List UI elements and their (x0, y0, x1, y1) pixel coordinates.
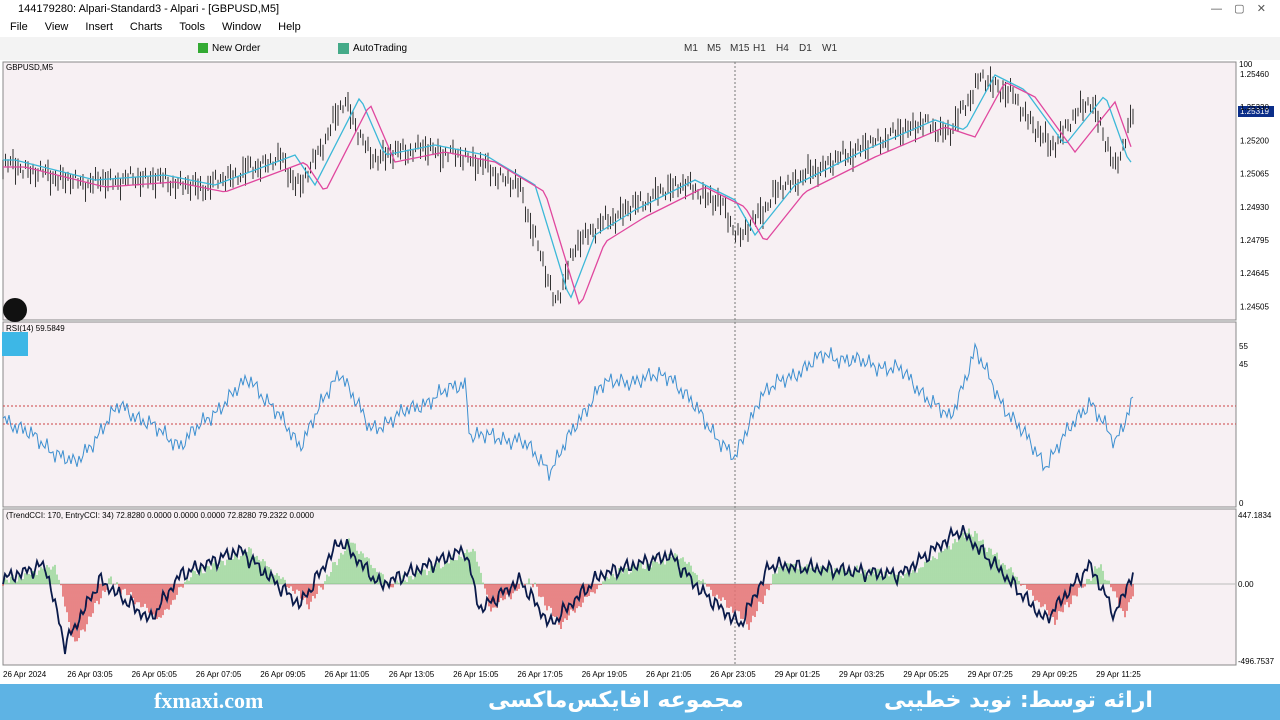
timeframe-button[interactable]: M5 (707, 43, 721, 54)
cci-line (2, 525, 1134, 655)
time-label: 29 Apr 07:25 (968, 670, 1014, 679)
price-label: 1.25200 (1240, 136, 1269, 145)
footer-brand: مجموعه افایکس‌ماکسی (488, 688, 744, 713)
toolbar: New Order AutoTrading M1 M5 M15 H1 H4 D1 W1 (0, 37, 1280, 61)
footer-presenter: ارائه توسط: نوید خطیبی (884, 688, 1153, 713)
timeframe-button[interactable]: H1 (753, 43, 766, 54)
footer-site: fxmaxi.com (154, 688, 264, 713)
symbol-label: GBPUSD,M5 (6, 63, 54, 72)
time-label: 29 Apr 01:25 (775, 670, 821, 679)
price-label: 1.25330 (1240, 103, 1269, 112)
rsi-label: RSI(14) 59.5849 (6, 324, 65, 333)
price-pane (2, 61, 1237, 321)
time-label: 26 Apr 09:05 (260, 670, 306, 679)
cci-label: (TrendCCI: 170, EntryCCI: 34) 72.8280 0.… (6, 511, 314, 520)
timeframe-button[interactable]: H4 (776, 43, 789, 54)
timeframe-button[interactable]: M15 (730, 43, 750, 54)
window-controls[interactable]: — ▢ ✕ (1210, 3, 1266, 15)
menu-item[interactable]: View (44, 21, 69, 33)
timeframe-button[interactable]: M1 (684, 43, 698, 54)
time-label: 26 Apr 03:05 (67, 670, 113, 679)
time-label: 26 Apr 11:05 (325, 670, 370, 679)
menu-item[interactable]: Charts (129, 21, 163, 33)
menu-item[interactable]: Window (222, 21, 262, 33)
time-label: 26 Apr 15:05 (453, 670, 499, 679)
time-label: 26 Apr 21:05 (646, 670, 692, 679)
time-label: 26 Apr 2024 (3, 670, 47, 679)
new-order-button[interactable]: New Order (198, 37, 261, 60)
window-title: 144179280: Alpari-Standard3 - Alpari - [… (18, 3, 280, 15)
overlay-icon (3, 298, 27, 322)
cci-axis-label: -496.7537 (1238, 657, 1275, 666)
timeframe-button[interactable]: W1 (822, 43, 837, 54)
time-label: 26 Apr 13:05 (389, 670, 435, 679)
price-label: 1.24645 (1240, 269, 1269, 278)
timeframe-button[interactable]: D1 (799, 43, 812, 54)
rsi-axis-label: 0 (1239, 499, 1244, 508)
time-label: 29 Apr 03:25 (839, 670, 885, 679)
ma-slow (3, 82, 1132, 306)
time-label: 26 Apr 05:05 (132, 670, 178, 679)
rsi-line (2, 342, 1134, 481)
menu-item[interactable]: Insert (85, 21, 113, 33)
rsi-axis-label: 100 (1239, 60, 1253, 69)
current-price: 1.25319 (1240, 107, 1269, 116)
cci-axis-label: 447.1834 (1238, 511, 1272, 520)
autotrading-button[interactable]: AutoTrading (338, 37, 408, 60)
rsi-pane (2, 321, 1237, 508)
price-label: 1.24505 (1240, 302, 1269, 311)
chart-window: GBPUSD,M5 RSI(14) 59.5849 (TrendCCI: 170… (0, 60, 1280, 684)
menu-bar: File View Insert Charts Tools Window Help (0, 18, 1280, 37)
current-price-box (1238, 106, 1274, 117)
time-label: 29 Apr 09:25 (1032, 670, 1078, 679)
time-label: 29 Apr 05:25 (903, 670, 949, 679)
rsi-axis-label: 45 (1239, 360, 1248, 369)
overlay-icon (2, 332, 28, 356)
time-label: 26 Apr 17:05 (517, 670, 563, 679)
time-label: 26 Apr 19:05 (582, 670, 628, 679)
price-label: 1.25460 (1240, 70, 1269, 79)
cci-axis-label: 0.00 (1238, 580, 1254, 589)
ma-fast (3, 74, 1132, 299)
menu-item[interactable]: File (10, 21, 28, 33)
time-label: 26 Apr 07:05 (196, 670, 242, 679)
footer-banner: fxmaxi.com مجموعه افایکس‌ماکسی ارائه توس… (0, 684, 1280, 720)
time-label: 26 Apr 23:05 (710, 670, 756, 679)
time-label: 29 Apr 11:25 (1096, 670, 1141, 679)
menu-item[interactable]: Help (278, 21, 301, 33)
price-label: 1.24795 (1240, 236, 1269, 245)
menu-item[interactable]: Tools (179, 21, 205, 33)
price-label: 1.24930 (1240, 203, 1269, 212)
price-label: 1.25065 (1240, 170, 1269, 179)
title-bar: 144179280: Alpari-Standard3 - Alpari - [… (0, 0, 1280, 19)
rsi-axis-label: 55 (1239, 342, 1248, 351)
